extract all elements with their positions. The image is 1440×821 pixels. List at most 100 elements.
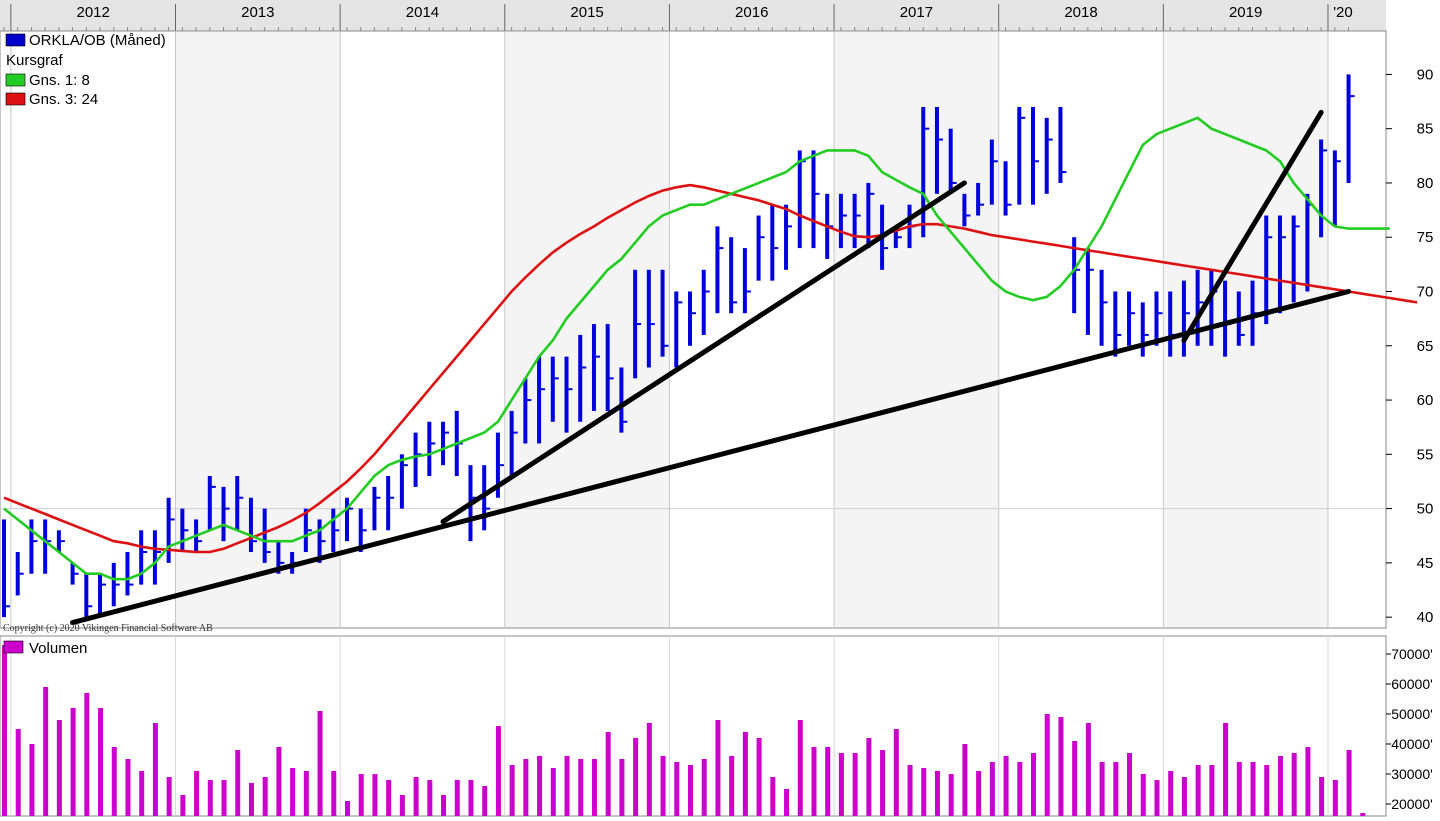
volume-bar <box>989 762 995 816</box>
volume-bar <box>386 780 392 816</box>
ohlc-bar <box>811 150 816 249</box>
volume-bar <box>715 720 721 816</box>
ohlc-bar <box>1223 280 1228 357</box>
ohlc-bar <box>962 193 967 227</box>
volume-bars <box>2 645 1366 816</box>
price-legend: ORKLA/OB (Måned) Kursgraf Gns. 1: 8 Gns.… <box>5 32 166 108</box>
volume-tick-label: 70000' <box>1391 646 1433 662</box>
volume-bar <box>1154 780 1160 816</box>
copyright-text: Copyright (c) 2020 Vikingen Financial So… <box>3 623 213 634</box>
legend-label-ohlc: ORKLA/OB (Måned) <box>29 32 166 49</box>
ohlc-bar <box>838 193 843 249</box>
ohlc-bar <box>770 204 775 281</box>
volume-bar <box>742 732 748 816</box>
legend-swatch-ma24 <box>5 92 26 106</box>
ohlc-bar <box>1291 215 1296 303</box>
ohlc-bar <box>235 476 240 531</box>
volume-bar <box>166 777 172 816</box>
ohlc-bar <box>1154 291 1159 346</box>
volume-bar <box>70 708 76 816</box>
year-label: 2016 <box>735 4 768 21</box>
year-band <box>834 32 999 627</box>
volume-bar <box>495 726 501 816</box>
volume-bar <box>207 780 213 816</box>
price-tick-label: 65 <box>1417 338 1434 355</box>
ohlc-bar <box>591 324 596 411</box>
volume-bar <box>962 744 968 816</box>
ohlc-bar <box>1140 302 1145 357</box>
trend-line <box>1181 109 1324 343</box>
ohlc-bar <box>989 139 994 205</box>
ohlc-bar <box>43 519 48 574</box>
ohlc-bar <box>1099 269 1104 346</box>
ohlc-bar <box>1168 291 1173 357</box>
volume-bar <box>1072 741 1078 816</box>
volume-bar <box>893 729 899 816</box>
volume-bar <box>784 789 790 816</box>
price-axis: 40 45 50 55 60 65 70 75 80 85 90 <box>1386 66 1433 626</box>
volume-bar <box>194 771 200 816</box>
volume-bar <box>578 759 584 816</box>
volume-bar <box>358 774 364 816</box>
ohlc-bar <box>1195 269 1200 346</box>
ohlc-bar <box>84 573 89 618</box>
ohlc-bar <box>2 519 6 618</box>
volume-bar <box>976 771 982 816</box>
ohlc-bar <box>1017 106 1022 205</box>
year-label: '20 <box>1333 4 1353 21</box>
ohlc-bar <box>166 497 171 563</box>
volume-bar <box>1277 756 1283 816</box>
ohlc-bar <box>646 269 651 368</box>
price-tick-label: 85 <box>1417 121 1434 138</box>
volume-bar <box>1017 762 1023 816</box>
volume-bar <box>605 732 611 816</box>
ohlc-bar <box>605 324 610 411</box>
volume-bar <box>1140 774 1146 816</box>
ma8-line <box>3 116 1390 581</box>
volume-bar <box>564 756 570 816</box>
grid-lines <box>0 31 1386 816</box>
ohlc-bar <box>729 237 734 314</box>
volume-bar <box>468 780 474 816</box>
ohlc-bar <box>715 226 720 314</box>
volume-bar <box>797 720 803 816</box>
ohlc-bar <box>125 552 130 596</box>
volume-bar <box>15 729 21 816</box>
volume-bar <box>1264 765 1270 816</box>
volume-bar <box>1044 714 1050 816</box>
volume-bar <box>454 780 460 816</box>
ohlc-bar <box>921 106 926 238</box>
ohlc-bar <box>139 530 144 585</box>
ma24-line <box>3 183 1418 554</box>
ohlc-bar <box>1319 139 1324 238</box>
year-axis: 2012 2013 2014 2015 2016 2017 2018 2019 '20 <box>3 4 1353 31</box>
legend-swatch-ma8 <box>5 73 26 87</box>
volume-bar <box>413 777 419 816</box>
volume-bar <box>1168 771 1174 816</box>
ohlc-bar <box>29 519 34 574</box>
volume-bar <box>84 693 90 816</box>
volume-bar <box>262 777 268 816</box>
price-tick-label: 50 <box>1417 501 1434 518</box>
volume-tick-label: 40000' <box>1391 736 1433 752</box>
ohlc-bar <box>207 476 212 531</box>
ohlc-bar <box>688 291 692 346</box>
volume-bar <box>29 744 35 816</box>
volume-bar <box>646 723 652 816</box>
volume-bar <box>43 687 49 816</box>
volume-bar <box>125 759 131 816</box>
ohlc-bar <box>399 454 404 509</box>
ohlc-bar <box>852 193 857 249</box>
price-tick-label: 40 <box>1417 609 1434 626</box>
volume-bar <box>56 720 62 816</box>
volume-tick-label: 50000' <box>1391 706 1433 722</box>
moving-averages <box>3 116 1418 581</box>
ohlc-bar <box>1277 215 1282 314</box>
volume-bar <box>674 762 680 816</box>
ohlc-bar <box>1058 106 1063 183</box>
ohlc-bar <box>1209 269 1214 346</box>
ohlc-bar <box>976 182 981 216</box>
year-label: 2019 <box>1229 4 1262 21</box>
volume-bar <box>345 801 350 816</box>
